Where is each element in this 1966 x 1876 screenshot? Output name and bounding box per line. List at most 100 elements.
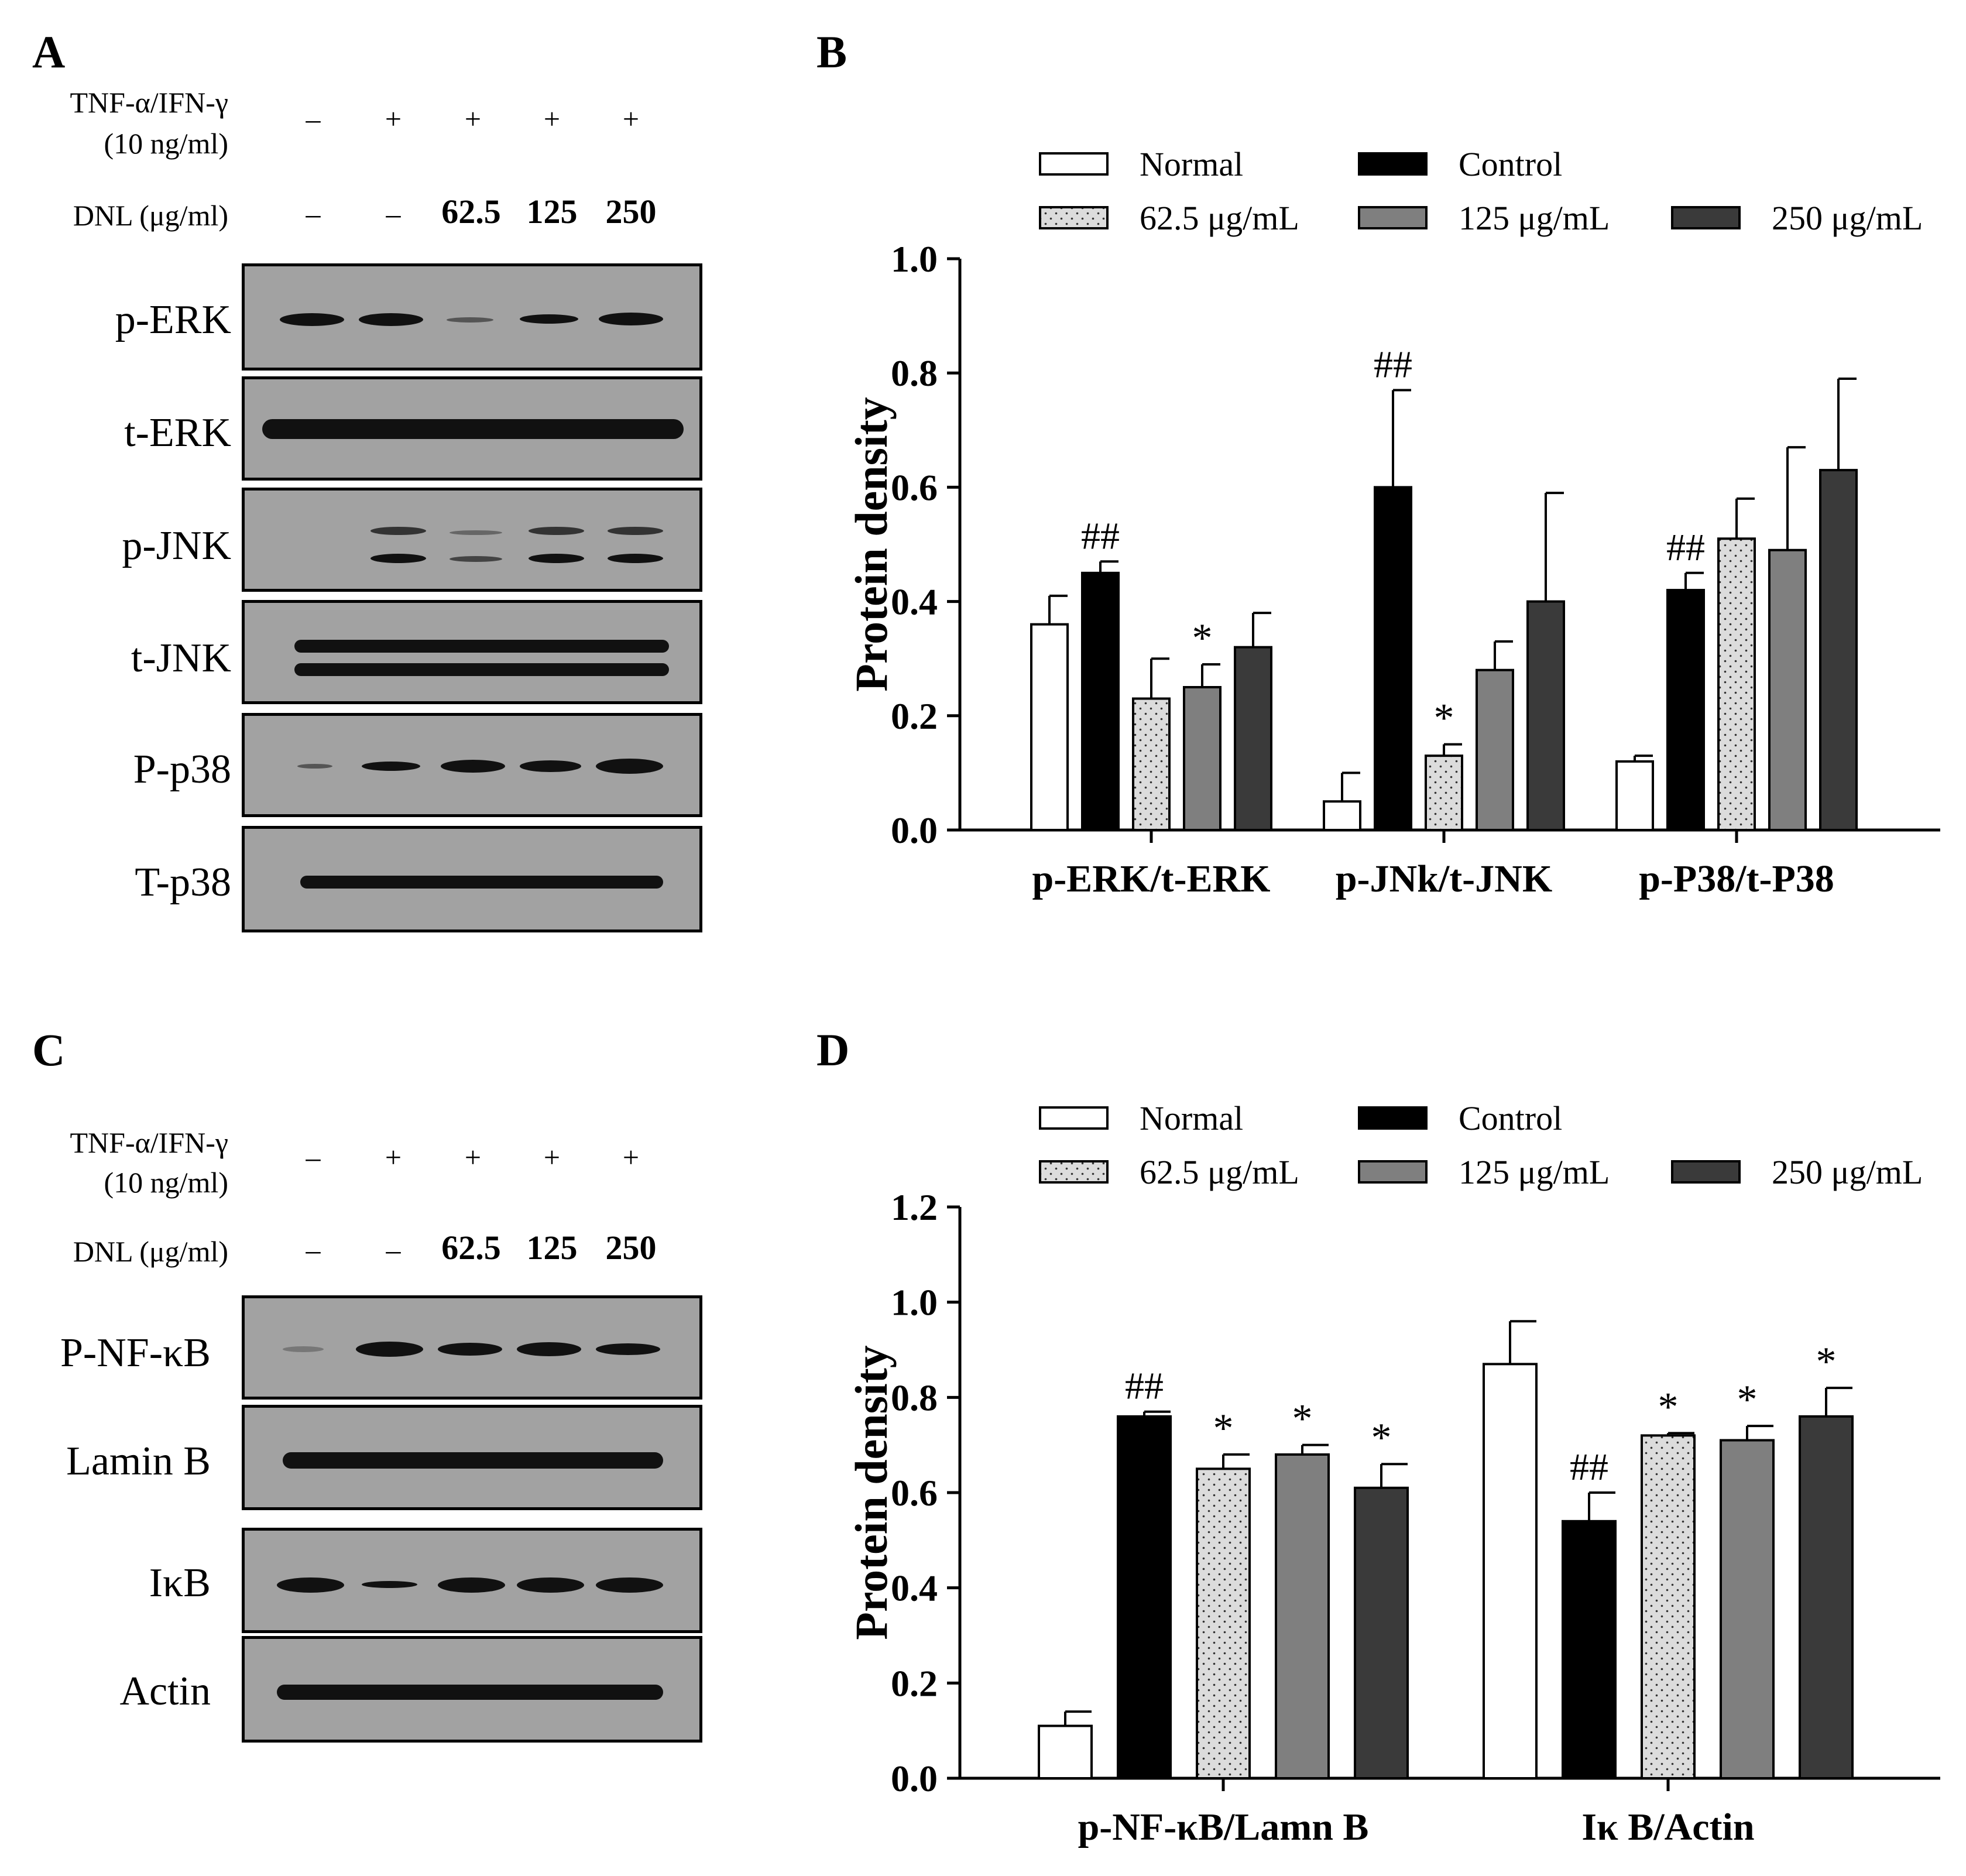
blot-label: p-JNK	[122, 523, 231, 568]
bar	[1374, 486, 1412, 831]
blot-label: T-p38	[135, 860, 231, 905]
y-tick-label: 0.4	[891, 1568, 938, 1609]
significance-mark: *	[1192, 616, 1213, 661]
tnf-value: +	[622, 102, 640, 135]
bar	[1425, 754, 1463, 831]
legend-label: 125 μg/mL	[1459, 199, 1610, 237]
bar	[1354, 1486, 1409, 1779]
legend-label: Normal	[1140, 1099, 1243, 1137]
x-tick-label: p-NF-κB/Lamn B	[1078, 1806, 1369, 1848]
legend-label: 62.5 μg/mL	[1140, 199, 1299, 237]
legend-label: 62.5 μg/mL	[1140, 1153, 1299, 1191]
bar	[1234, 646, 1272, 832]
legend-label: 250 μg/mL	[1772, 1153, 1923, 1191]
chart-d: Normal Control 62.5 μg/mL 125 μg/mL 250 μg/m…	[846, 1099, 1940, 1848]
bar	[1038, 1724, 1093, 1779]
legend-label: 125 μg/mL	[1459, 1153, 1610, 1191]
blot-label: P-p38	[133, 747, 231, 792]
blot-label: t-JNK	[131, 636, 231, 681]
panel-label-b: B	[816, 26, 848, 77]
y-tick-label: 0.4	[891, 581, 938, 623]
tnf-dose-label: (10 ng/ml)	[104, 1166, 228, 1199]
bar	[1717, 537, 1756, 831]
bar	[1117, 1415, 1172, 1779]
significance-mark: *	[1658, 1384, 1679, 1429]
tnf-value: +	[543, 1141, 561, 1174]
legend-swatch	[1358, 206, 1428, 229]
panel-label-d: D	[816, 1024, 850, 1075]
tnf-value: –	[306, 102, 321, 135]
blot-t-jnk	[242, 600, 702, 704]
y-tick-label: 0.8	[891, 1377, 938, 1418]
bar	[1768, 548, 1807, 831]
bar	[1030, 623, 1069, 831]
blot-p-nfkb	[242, 1295, 702, 1400]
tnf-value: –	[306, 1141, 321, 1174]
x-tick-label: p-JNk/t-JNK	[1336, 858, 1552, 900]
dnl-value: 250	[605, 193, 657, 231]
y-tick-label: 1.0	[891, 238, 938, 280]
dnl-value: –	[386, 1233, 401, 1266]
significance-mark: ##	[1666, 526, 1705, 569]
legend-swatch	[1039, 152, 1109, 176]
dnl-value: 62.5	[441, 193, 501, 231]
significance-mark: *	[1213, 1406, 1234, 1451]
blot-label: Actin	[119, 1669, 211, 1714]
bar	[1526, 600, 1565, 831]
blot-ikb	[242, 1528, 702, 1633]
legend-swatch	[1671, 206, 1741, 229]
chart-b: Normal Control 62.5 μg/mL 125 μg/mL 250 μg/m…	[846, 145, 1940, 900]
significance-mark: *	[1292, 1397, 1313, 1442]
bar	[1132, 697, 1171, 832]
tnf-value: +	[543, 102, 561, 135]
bar	[1799, 1415, 1854, 1779]
dnl-value: –	[386, 197, 401, 230]
bar	[1666, 589, 1705, 832]
panel-label-c: C	[32, 1024, 66, 1075]
blot-label: t-ERK	[124, 410, 231, 455]
significance-mark: *	[1737, 1377, 1758, 1422]
bar	[1081, 571, 1120, 831]
legend-swatch	[1671, 1160, 1741, 1184]
x-tick-label: p-ERK/t-ERK	[1032, 858, 1270, 900]
significance-mark: *	[1371, 1415, 1392, 1460]
dnl-value: 62.5	[441, 1229, 501, 1267]
blot-t-erk	[242, 376, 702, 481]
y-tick-label: 0.8	[891, 352, 938, 394]
legend-swatch	[1358, 152, 1428, 176]
blot-label: Lamin B	[66, 1439, 211, 1484]
bar	[1720, 1439, 1775, 1779]
x-tick-label: Iκ B/Actin	[1581, 1806, 1754, 1848]
significance-mark: *	[1434, 696, 1454, 741]
bar	[1483, 1363, 1538, 1779]
legend-swatch	[1039, 206, 1109, 229]
legend-swatch	[1358, 1160, 1428, 1184]
dnl-value: 250	[605, 1229, 657, 1267]
y-tick-label: 0.0	[891, 810, 938, 851]
tnf-label: TNF-α/IFN-γ	[70, 86, 228, 119]
bar	[1183, 686, 1222, 831]
bar	[1819, 469, 1858, 831]
blot-p-jnk	[242, 488, 702, 592]
blot-t-p38	[242, 826, 702, 932]
y-axis-title: Protein density	[846, 1345, 897, 1640]
legend-swatch	[1358, 1106, 1428, 1130]
bar	[1615, 760, 1654, 832]
tnf-value: +	[385, 1141, 402, 1174]
blot-label: P-NF-κB	[60, 1330, 211, 1376]
blot-lamin-b	[242, 1405, 702, 1510]
legend-label: Normal	[1140, 145, 1243, 183]
legend-label: Control	[1459, 145, 1562, 183]
legend-swatch	[1039, 1160, 1109, 1184]
blot-label: p-ERK	[115, 297, 231, 342]
y-tick-label: 0.0	[891, 1758, 938, 1799]
bar	[1562, 1520, 1617, 1779]
panel-label-a: A	[32, 26, 66, 77]
legend-label: Control	[1459, 1099, 1562, 1137]
bar	[1196, 1467, 1251, 1779]
blot-p-erk	[242, 263, 702, 371]
tnf-value: +	[622, 1141, 640, 1174]
blot-label: IκB	[149, 1561, 211, 1606]
bar	[1641, 1434, 1696, 1779]
tnf-dose-label: (10 ng/ml)	[104, 127, 228, 160]
